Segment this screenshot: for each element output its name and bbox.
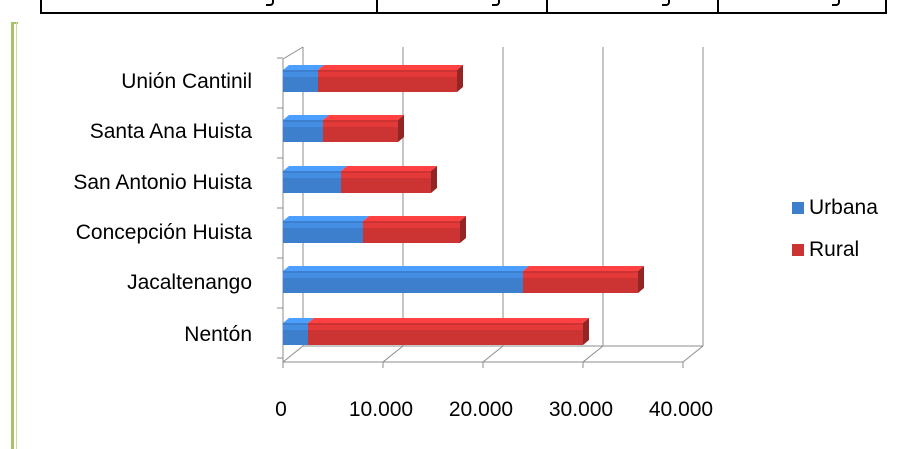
floor-gridline [282, 345, 304, 363]
bar-side-rural-unión-cantinil [457, 65, 463, 92]
bar-top-rural-unión-cantinil [318, 65, 463, 70]
floor-gridline [482, 345, 504, 363]
legend-swatch-urbana [792, 202, 804, 214]
bar-top-rural-jacaltenango [523, 266, 644, 271]
category-label-san-antonio-huista: San Antonio Huista [73, 171, 252, 194]
bar-top-rural-san-antonio-huista [341, 166, 437, 171]
floor-gridline [682, 345, 704, 363]
labels-layer: Unión Cantinil Santa Ana Huista San Antoni… [73, 70, 713, 421]
bar-top-rural-santa-ana-huista [323, 115, 404, 120]
bar-side-rural-san-antonio-huista [431, 166, 437, 193]
x-tick-label: 10.000 [349, 398, 413, 421]
wall-top-edge [282, 46, 304, 60]
bar-top-urbana-san-antonio-huista [283, 166, 347, 171]
legend-item-urbana: Urbana [792, 196, 878, 219]
bars-layer [283, 65, 644, 345]
legend-label-urbana: Urbana [809, 196, 878, 219]
bar-shine-urbana-jacaltenango [283, 273, 523, 278]
category-label-jacaltenango: Jacaltenango [127, 271, 252, 294]
bar-shine-urbana-concepción-huista [283, 223, 363, 228]
table-divider [717, 0, 719, 12]
bar-shine-urbana-nentón [283, 325, 308, 330]
bar-shine-rural-concepción-huista [363, 223, 460, 228]
bar-side-rural-nentón [583, 318, 589, 345]
bar-shine-rural-jacaltenango [523, 273, 638, 278]
bar-side-rural-santa-ana-huista [398, 115, 404, 142]
category-label-unión-cantinil: Unión Cantinil [121, 70, 252, 93]
table-cell-mark [492, 0, 500, 6]
bar-shine-rural-san-antonio-huista [341, 173, 431, 178]
bar-top-urbana-nentón [283, 318, 314, 323]
bar-top-rural-nentón [308, 318, 589, 323]
table-divider [376, 0, 378, 12]
floor-gridline [382, 345, 404, 363]
x-tick-label: 40.000 [649, 398, 713, 421]
table-fragment [40, 0, 887, 14]
bar-top-urbana-concepción-huista [283, 216, 369, 221]
category-label-nentón: Nentón [184, 323, 252, 346]
bar-shine-rural-santa-ana-huista [323, 122, 398, 127]
x-tick-label: 30.000 [549, 398, 613, 421]
floor-gridline [582, 345, 604, 363]
legend-label-rural: Rural [809, 238, 860, 261]
table-divider [546, 0, 548, 12]
grid-layer [277, 46, 704, 368]
legend: Urbana Rural [792, 196, 878, 281]
page-rule [11, 22, 14, 449]
bar-top-urbana-jacaltenango [283, 266, 529, 271]
bar-shine-rural-unión-cantinil [318, 72, 457, 77]
page-rule-inner [16, 22, 17, 449]
category-label-santa-ana-huista: Santa Ana Huista [90, 120, 253, 143]
x-tick-label: 0 [275, 398, 287, 421]
category-label-concepción-huista: Concepción Huista [76, 221, 253, 244]
bar-side-rural-concepción-huista [460, 216, 466, 243]
table-cell-mark [832, 0, 840, 6]
table-cell-mark [266, 0, 274, 6]
bar-shine-urbana-unión-cantinil [283, 72, 318, 77]
table-cell-mark [662, 0, 670, 6]
page-rule-top [11, 22, 18, 24]
legend-swatch-rural [792, 244, 804, 256]
bar-top-urbana-unión-cantinil [283, 65, 324, 70]
bar-shine-urbana-santa-ana-huista [283, 122, 323, 127]
bar-shine-urbana-san-antonio-huista [283, 173, 341, 178]
bar-top-urbana-santa-ana-huista [283, 115, 329, 120]
bar-side-rural-jacaltenango [638, 266, 644, 293]
bar-top-rural-concepción-huista [363, 216, 466, 221]
legend-item-rural: Rural [792, 238, 878, 261]
x-tick-label: 20.000 [449, 398, 513, 421]
bar-shine-rural-nentón [308, 325, 583, 330]
